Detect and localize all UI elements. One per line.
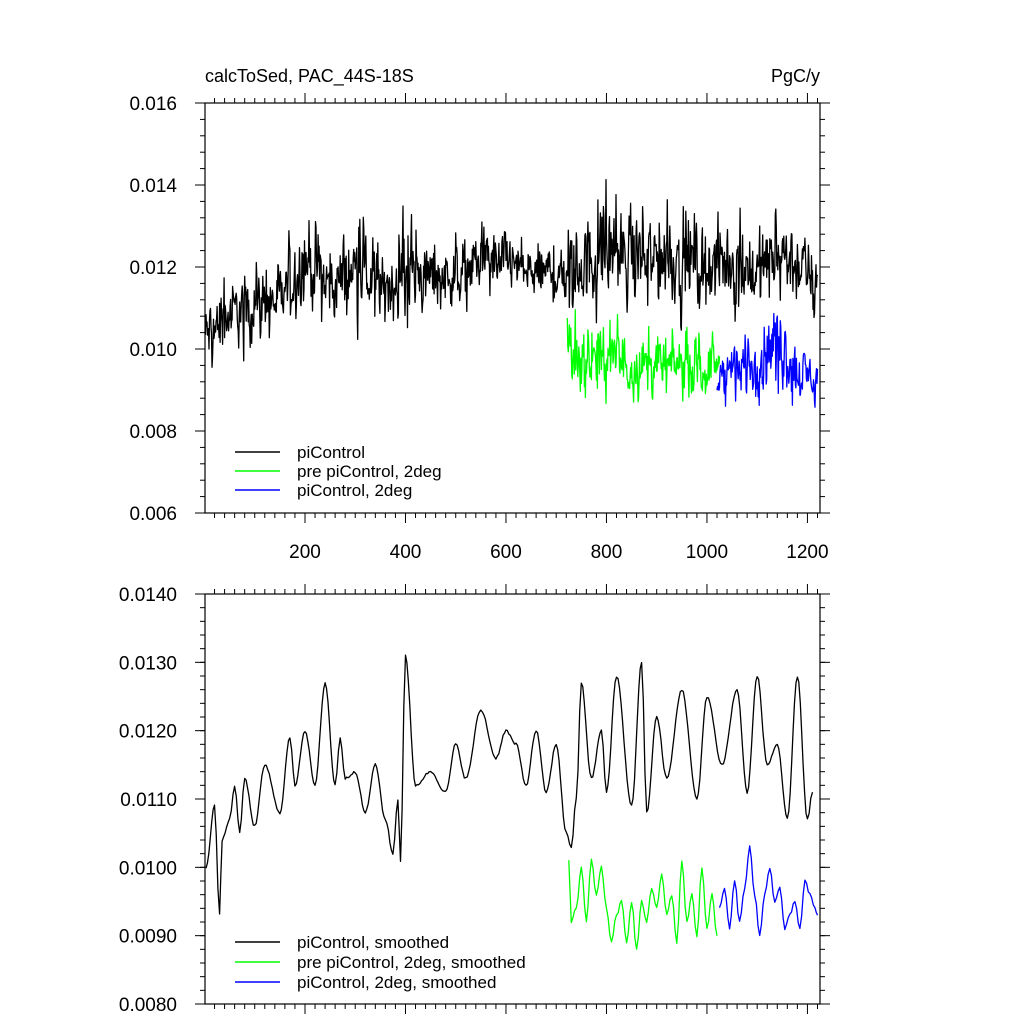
top-ytick-label: 0.010 [129,340,177,361]
top-xtick-label: 400 [390,542,422,563]
top-panel: 200 400 600 800 1000 1200 0.006 0.008 0.010 0.012… [129,93,830,563]
top-plot-frame [204,102,821,514]
legend-label-piControl-2deg: piControl, 2deg [297,481,412,500]
legend-label-pre-piControl-2deg-smoothed: pre piControl, 2deg, smoothed [297,953,526,972]
top-series-line-0 [204,178,819,368]
bottom-ytick-label: 0.0080 [119,995,177,1016]
bottom-series-line-2 [718,845,819,937]
bottom-plot-frame [204,593,821,1005]
bottom-ytick-label: 0.0120 [119,722,177,743]
top-legend: piControl pre piControl, 2deg piControl,… [235,443,442,500]
top-xtick-label: 800 [591,542,623,563]
top-ytick-label: 0.012 [129,258,177,279]
legend-label-piControl-smoothed: piControl, smoothed [297,933,449,952]
bottom-tick-group: 0.0080 0.0090 0.0100 0.0110 0.0120 0.0130 0.01… [119,584,830,1016]
top-xtick-label: 1200 [786,542,828,563]
bottom-panel: 0.0080 0.0090 0.0100 0.0110 0.0120 0.0130 0.01… [119,584,830,1016]
bottom-series-group [205,654,819,950]
top-xtick-label: 600 [490,542,522,563]
bottom-ytick-label: 0.0130 [119,653,177,674]
top-tick-group: 200 400 600 800 1000 1200 0.006 0.008 0.010 0.012… [129,93,830,563]
top-series-line-1 [566,309,721,405]
top-xtick-label: 200 [289,542,321,563]
units-label: PgC/y [771,66,820,86]
legend-label-piControl: piControl [297,443,365,462]
bottom-ytick-label: 0.0110 [120,790,177,811]
bottom-ytick-label: 0.0140 [119,585,177,606]
bottom-series-line-0 [205,654,814,915]
top-ytick-label: 0.008 [129,422,177,443]
chart-title: calcToSed, PAC_44S-18S [205,66,414,87]
top-ytick-label: 0.014 [129,176,177,197]
top-ytick-label: 0.016 [129,94,177,115]
top-series-line-2 [716,312,819,408]
legend-label-pre-piControl-2deg: pre piControl, 2deg [297,462,442,481]
bottom-legend: piControl, smoothed pre piControl, 2deg,… [235,933,526,992]
top-ytick-label: 0.006 [129,504,177,525]
top-series-group [204,178,819,408]
bottom-series-line-1 [568,858,718,950]
top-xtick-label: 1000 [686,542,728,563]
bottom-ytick-label: 0.0090 [119,927,177,948]
legend-label-piControl-2deg-smoothed: piControl, 2deg, smoothed [297,973,496,992]
bottom-ytick-label: 0.0100 [119,858,177,879]
